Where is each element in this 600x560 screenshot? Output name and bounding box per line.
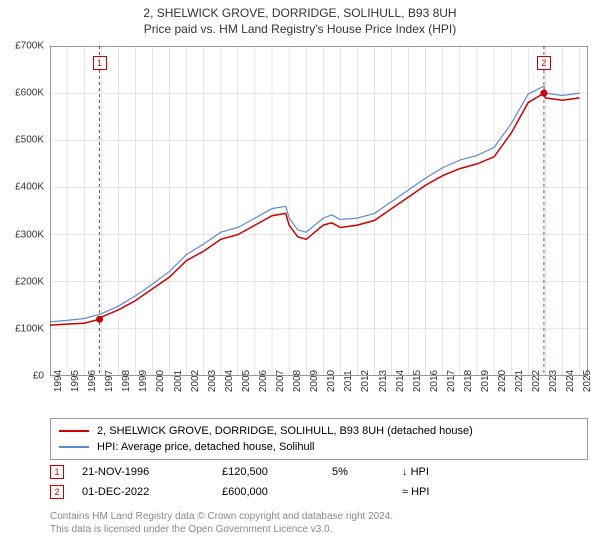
sale-pct: 5% bbox=[332, 466, 402, 478]
y-tick-label: £600K bbox=[15, 88, 44, 99]
x-tick-label: 1996 bbox=[87, 370, 98, 392]
chart-marker-2: 2 bbox=[537, 56, 551, 70]
x-tick-label: 2000 bbox=[155, 370, 166, 392]
sale-rel: ↓ HPI bbox=[402, 466, 472, 478]
x-tick-label: 2002 bbox=[190, 370, 201, 392]
x-tick-label: 1999 bbox=[138, 370, 149, 392]
approx-icon: ≈ bbox=[402, 486, 408, 498]
y-tick-label: £400K bbox=[15, 182, 44, 193]
y-tick-label: £0 bbox=[33, 371, 44, 382]
y-tick-label: £100K bbox=[15, 323, 44, 334]
x-tick-label: 2001 bbox=[173, 370, 184, 392]
x-tick-label: 2020 bbox=[497, 370, 508, 392]
x-tick-label: 2019 bbox=[480, 370, 491, 392]
sale-marker-1: 1 bbox=[50, 465, 64, 479]
y-tick-label: £200K bbox=[15, 276, 44, 287]
legend-item-hpi: HPI: Average price, detached house, Soli… bbox=[59, 439, 579, 455]
x-tick-label: 2007 bbox=[275, 370, 286, 392]
sale-rel: ≈ HPI bbox=[402, 486, 472, 498]
sale-row: 2 01-DEC-2022 £600,000 ≈ HPI bbox=[50, 482, 588, 502]
footer-line1: Contains HM Land Registry data © Crown c… bbox=[50, 510, 588, 523]
legend-item-price-paid: 2, SHELWICK GROVE, DORRIDGE, SOLIHULL, B… bbox=[59, 423, 579, 439]
x-tick-label: 2022 bbox=[531, 370, 542, 392]
x-tick-label: 1997 bbox=[104, 370, 115, 392]
legend-swatch-hpi bbox=[59, 446, 89, 447]
x-tick-label: 2010 bbox=[326, 370, 337, 392]
x-tick-label: 2006 bbox=[258, 370, 269, 392]
sale-date: 21-NOV-1996 bbox=[82, 466, 222, 478]
x-tick-label: 2023 bbox=[548, 370, 559, 392]
chart-area: £0£100K£200K£300K£400K£500K£600K£700K 19… bbox=[50, 46, 588, 376]
y-tick-label: £700K bbox=[15, 41, 44, 52]
sale-price: £600,000 bbox=[222, 486, 332, 498]
x-tick-label: 2003 bbox=[207, 370, 218, 392]
chart-container: 2, SHELWICK GROVE, DORRIDGE, SOLIHULL, B… bbox=[0, 0, 600, 560]
x-tick-label: 2021 bbox=[514, 370, 525, 392]
x-tick-label: 2025 bbox=[582, 370, 593, 392]
legend: 2, SHELWICK GROVE, DORRIDGE, SOLIHULL, B… bbox=[50, 418, 588, 460]
x-tick-label: 2017 bbox=[446, 370, 457, 392]
sale-marker-2: 2 bbox=[50, 485, 64, 499]
sales-table: 1 21-NOV-1996 £120,500 5% ↓ HPI 2 01-DEC… bbox=[50, 462, 588, 502]
sale-rel-label: HPI bbox=[411, 466, 429, 478]
x-tick-label: 2016 bbox=[429, 370, 440, 392]
x-tick-label: 2014 bbox=[395, 370, 406, 392]
chart-svg bbox=[50, 46, 588, 376]
footer: Contains HM Land Registry data © Crown c… bbox=[50, 510, 588, 536]
y-tick-label: £300K bbox=[15, 229, 44, 240]
x-tick-label: 2012 bbox=[360, 370, 371, 392]
title-subtitle: Price paid vs. HM Land Registry's House … bbox=[0, 22, 600, 36]
y-tick-label: £500K bbox=[15, 135, 44, 146]
x-tick-label: 1994 bbox=[53, 370, 64, 392]
legend-label-price-paid: 2, SHELWICK GROVE, DORRIDGE, SOLIHULL, B… bbox=[97, 425, 473, 437]
x-tick-label: 1998 bbox=[121, 370, 132, 392]
sale-row: 1 21-NOV-1996 £120,500 5% ↓ HPI bbox=[50, 462, 588, 482]
sale-price: £120,500 bbox=[222, 466, 332, 478]
x-tick-label: 2004 bbox=[224, 370, 235, 392]
sale-rel-label: HPI bbox=[411, 486, 429, 498]
title-address: 2, SHELWICK GROVE, DORRIDGE, SOLIHULL, B… bbox=[0, 6, 600, 20]
title-block: 2, SHELWICK GROVE, DORRIDGE, SOLIHULL, B… bbox=[0, 0, 600, 36]
x-tick-label: 2024 bbox=[565, 370, 576, 392]
chart-marker-1: 1 bbox=[93, 56, 107, 70]
x-tick-label: 2011 bbox=[343, 370, 354, 392]
x-tick-label: 2005 bbox=[241, 370, 252, 392]
x-tick-label: 2008 bbox=[292, 370, 303, 392]
sale-date: 01-DEC-2022 bbox=[82, 486, 222, 498]
x-tick-label: 1995 bbox=[70, 370, 81, 392]
x-tick-label: 2013 bbox=[378, 370, 389, 392]
legend-swatch-price-paid bbox=[59, 430, 89, 432]
legend-label-hpi: HPI: Average price, detached house, Soli… bbox=[97, 441, 315, 453]
x-tick-label: 2018 bbox=[463, 370, 474, 392]
arrow-down-icon: ↓ bbox=[402, 466, 408, 478]
x-tick-label: 2015 bbox=[412, 370, 423, 392]
x-tick-label: 2009 bbox=[309, 370, 320, 392]
footer-line2: This data is licensed under the Open Gov… bbox=[50, 523, 588, 536]
